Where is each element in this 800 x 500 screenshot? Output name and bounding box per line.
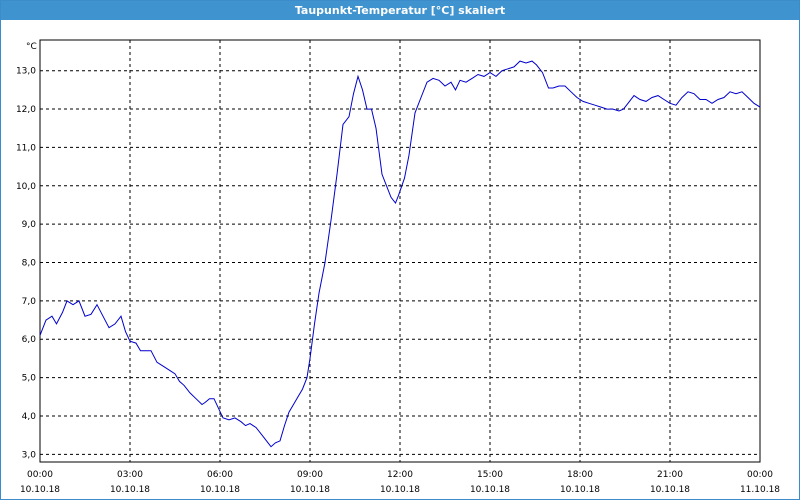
x-tick-time: 18:00 [567, 470, 593, 480]
x-tick-date: 10.10.18 [290, 485, 330, 495]
x-tick-time: 00:00 [747, 470, 773, 480]
y-axis-ticks: 3,0 4,0 5,0 6,0 7,0 8,0 9,0 10,0 11,0 12,0 13,0 [16, 67, 36, 461]
x-tick-date: 10.10.18 [200, 485, 240, 495]
series-line-dewpoint [39, 60, 761, 448]
x-tick-time: 03:00 [117, 470, 143, 480]
y-tick-label: 8,0 [22, 259, 37, 269]
x-tick-date: 10.10.18 [650, 485, 690, 495]
x-tick-time: 12:00 [387, 470, 413, 480]
y-tick-label: 10,0 [16, 182, 36, 192]
x-tick-date: 11.10.18 [740, 485, 780, 495]
x-tick-time: 09:00 [297, 470, 323, 480]
y-tick-label: 11,0 [16, 143, 36, 153]
y-tick-label: 3,0 [22, 450, 37, 460]
window-title: Taupunkt-Temperatur [°C] skaliert [1, 1, 799, 20]
y-tick-label: 4,0 [22, 412, 37, 422]
grid-lines [40, 40, 760, 462]
x-tick-date: 10.10.18 [560, 485, 600, 495]
x-tick-date: 10.10.18 [20, 485, 60, 495]
x-tick-time: 06:00 [207, 470, 233, 480]
y-tick-label: 5,0 [22, 374, 37, 384]
y-tick-label: 13,0 [16, 67, 36, 77]
x-tick-time: 00:00 [27, 470, 53, 480]
x-tick-time: 15:00 [477, 470, 503, 480]
x-tick-date: 10.10.18 [110, 485, 150, 495]
x-axis-ticks: 00:00 10.10.18 03:00 10.10.18 06:00 10.10.18 0… [20, 470, 780, 495]
x-tick-time: 21:00 [657, 470, 683, 480]
x-tick-date: 10.10.18 [470, 485, 510, 495]
y-axis-unit: °C [26, 42, 37, 52]
y-tick-label: 7,0 [22, 297, 37, 307]
y-tick-label: 9,0 [22, 220, 37, 230]
x-tick-date: 10.10.18 [380, 485, 420, 495]
y-tick-label: 12,0 [16, 105, 36, 115]
y-tick-label: 6,0 [22, 335, 37, 345]
